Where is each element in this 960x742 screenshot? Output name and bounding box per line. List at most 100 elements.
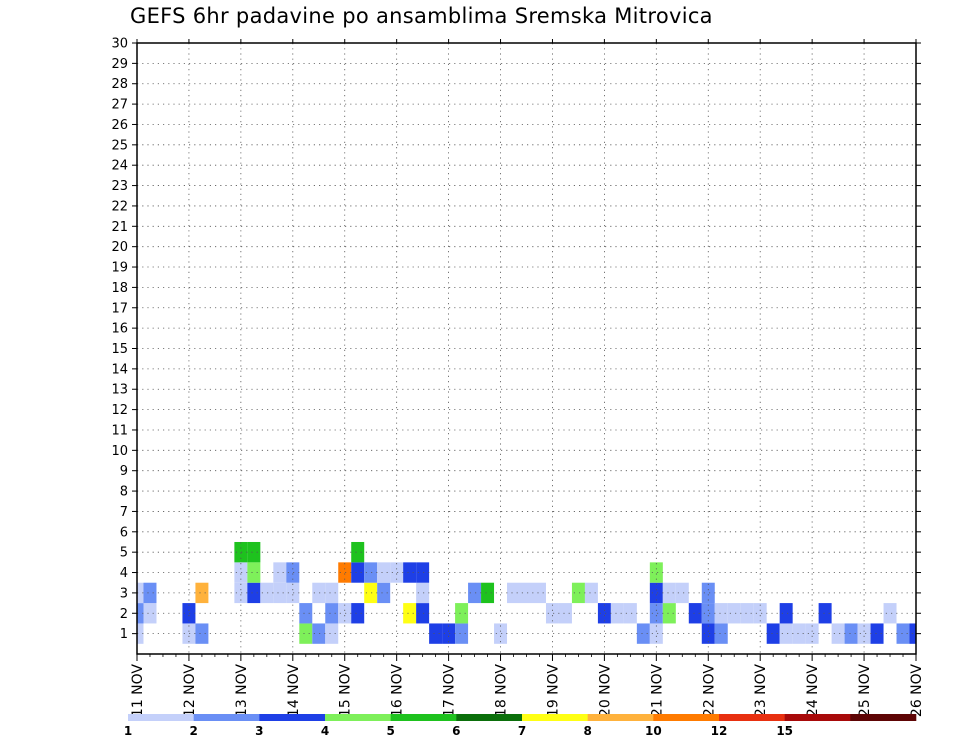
heatmap-cell — [195, 623, 209, 644]
heatmap-cell — [312, 623, 326, 644]
y-tick-label: 10 — [111, 444, 128, 459]
heatmap-cell — [312, 582, 326, 604]
x-tick-label: 12 NOV — [182, 664, 198, 718]
legend-swatch — [784, 714, 851, 721]
x-tick-label: 15 NOV — [338, 664, 354, 718]
heatmap-cell — [545, 603, 559, 624]
heatmap-cell — [870, 623, 884, 644]
legend-label: 3 — [255, 724, 263, 738]
heatmap-cell — [662, 603, 676, 624]
y-tick-label: 29 — [111, 57, 128, 72]
heatmap-cell — [701, 623, 715, 644]
x-tick-label: 21 NOV — [649, 664, 665, 718]
heatmap-cell — [403, 603, 417, 624]
heatmap-cell — [182, 603, 196, 624]
heatmap-cell — [455, 623, 469, 644]
legend-label: 10 — [645, 724, 662, 738]
y-tick-label: 14 — [111, 362, 128, 377]
y-tick-label: 16 — [111, 322, 128, 337]
heatmap-cell — [701, 582, 715, 604]
y-tick-label: 13 — [111, 383, 128, 398]
heatmap-cell — [364, 582, 378, 604]
heatmap-cell — [481, 582, 495, 604]
legend-layer: 1 2 3 4 5 6 7 8 10 12 15 — [124, 714, 917, 738]
heatmap-cell — [571, 582, 585, 604]
heatmap-cell — [520, 582, 533, 604]
heatmap-cell — [818, 603, 832, 624]
heatmap-cell — [247, 541, 261, 563]
legend-swatch — [259, 714, 326, 721]
heatmap-cell — [143, 582, 157, 604]
heatmap-cell — [390, 562, 404, 583]
heatmap-cell — [416, 562, 430, 583]
heatmap-cell — [286, 562, 300, 583]
y-tick-label: 15 — [111, 342, 128, 357]
y-tick-label: 21 — [111, 220, 128, 235]
heatmap-cell — [377, 582, 391, 604]
heatmap-cell — [727, 603, 741, 624]
legend-label: 7 — [518, 724, 526, 738]
heatmap-cell — [532, 582, 546, 604]
heatmap-cell — [247, 582, 261, 604]
x-tick-label: 26 NOV — [909, 664, 925, 718]
legend-label: 4 — [321, 724, 329, 738]
heatmap-cell — [377, 562, 391, 583]
y-tick-label: 27 — [111, 98, 128, 113]
y-tick-label: 22 — [111, 199, 128, 214]
heatmap-cell — [137, 582, 144, 604]
heatmap-cell — [137, 623, 144, 644]
heatmap-cell — [896, 623, 910, 644]
legend-swatch — [653, 714, 720, 721]
legend-label: 1 — [124, 724, 132, 738]
heatmap-cell — [792, 623, 806, 644]
legend-swatch — [456, 714, 523, 721]
heatmap-cell — [623, 603, 637, 624]
heatmap-cell — [429, 623, 443, 644]
heatmap-cell — [442, 623, 456, 644]
x-tick-label: 20 NOV — [597, 664, 613, 718]
heatmap-cell — [662, 582, 676, 604]
heatmap-cell — [740, 603, 754, 624]
legend-swatch — [128, 714, 194, 721]
heatmap-cell — [299, 603, 313, 624]
x-tick-label: 14 NOV — [286, 664, 302, 718]
heatmap-cell — [701, 603, 715, 624]
legend-swatch — [587, 714, 654, 721]
x-tick-label: 17 NOV — [442, 664, 458, 718]
heatmap-cell — [675, 582, 689, 604]
y-tick-label: 1 — [120, 627, 128, 642]
heatmap-cell — [688, 603, 702, 624]
heatmap-cell — [416, 603, 430, 624]
y-tick-label: 2 — [120, 607, 128, 622]
y-tick-label: 11 — [111, 423, 128, 438]
heatmap-cell — [597, 603, 611, 624]
heatmap-cell — [649, 603, 663, 624]
heatmap-cell — [883, 603, 897, 624]
y-tick-label: 5 — [120, 546, 128, 561]
heatmap-cell — [299, 623, 313, 644]
heatmap-cell — [338, 562, 352, 583]
y-tick-label: 12 — [111, 403, 128, 418]
heatmap-cell — [137, 603, 144, 624]
heatmap-cell — [766, 623, 780, 644]
heatmap-cell — [273, 562, 287, 583]
heatmap-cell — [403, 562, 417, 583]
heatmap-cell — [234, 562, 248, 583]
legend-label: 6 — [452, 724, 460, 738]
heatmap-cell — [753, 603, 767, 624]
x-tick-label: 18 NOV — [494, 664, 510, 718]
heatmap-cell — [182, 623, 196, 644]
y-tick-label: 23 — [111, 179, 128, 194]
y-tick-label: 6 — [120, 525, 128, 540]
y-tick-label: 20 — [111, 240, 128, 255]
heatmap-cell — [234, 582, 248, 604]
heatmap-cell — [610, 603, 624, 624]
heatmap-cell — [325, 603, 339, 624]
chart-title: GEFS 6hr padavine po ansamblima Sremska … — [130, 4, 713, 28]
heatmap-cell — [779, 603, 793, 624]
legend-swatch — [193, 714, 260, 721]
legend-swatch — [325, 714, 391, 721]
heatmap-cell — [260, 582, 274, 604]
heatmap-cell — [779, 623, 793, 644]
